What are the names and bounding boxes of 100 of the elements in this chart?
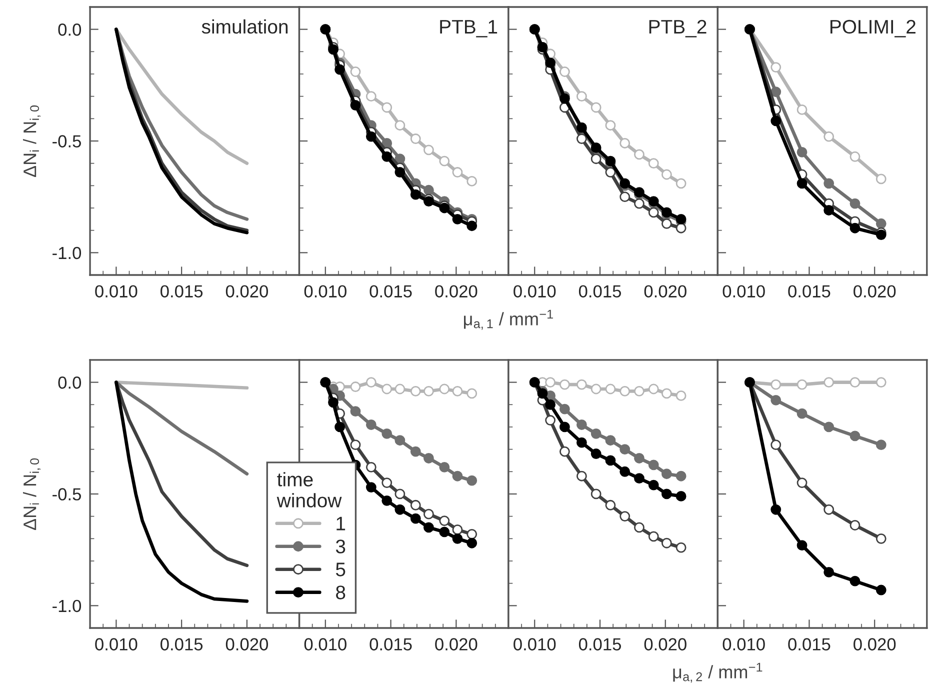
point [576,420,587,430]
point [350,406,361,417]
point [590,384,602,394]
point [382,495,392,506]
y-tick-label: -0.5 [52,135,81,148]
point [410,446,421,457]
point [559,66,570,77]
point [850,430,860,442]
point [770,394,782,406]
point [366,91,376,102]
point [439,516,450,526]
point [394,488,406,500]
point [334,422,345,432]
point [466,475,478,486]
point [466,528,478,540]
x-tick-label: 0.015 [788,638,830,650]
point [876,440,886,450]
x-tick-label: 0.020 [854,285,896,298]
x-tick-label: 0.020 [854,638,896,650]
point [824,131,834,142]
point [648,207,659,218]
legend-title: time window [276,472,342,508]
x-tick-label: 0.010 [304,638,346,650]
line-series [114,380,249,603]
point [410,513,421,524]
point [423,386,434,396]
point [382,384,392,394]
x-tick-label: 0.015 [160,285,203,298]
x-tick-label: 0.010 [95,638,138,650]
point [423,453,434,464]
point [620,386,630,396]
point [796,478,808,488]
x-tick-label: 0.015 [370,285,412,298]
point [537,388,548,399]
point [452,524,463,535]
x-axis-title: μ$_{a,1}$ / mm$^{−1}$ [464,310,553,330]
point [466,388,478,399]
point [796,178,808,189]
y-tick-label: -1.0 [52,246,82,260]
x-axis-title: μ$_{a,2}$ / mm$^{−1}$ [673,662,762,683]
point [850,151,860,162]
point [796,408,808,419]
point [876,377,886,388]
point [545,415,556,426]
point [876,584,886,596]
point [452,470,463,482]
point [770,379,782,390]
point [452,214,463,224]
point [824,377,834,388]
point [634,453,644,464]
point [676,222,686,234]
x-tick-label: 0.010 [722,638,765,650]
point [576,134,587,144]
x-tick-label: 0.020 [226,285,268,298]
point [382,478,392,488]
point [423,522,434,533]
point [605,500,616,510]
x-tick-label: 0.020 [435,285,478,298]
point [876,533,886,544]
point [545,399,556,410]
point [394,504,406,515]
point [824,504,834,515]
point [559,422,570,432]
point [850,377,860,388]
x-tick-label: 0.020 [644,638,686,650]
x-tick-label: 0.015 [370,638,412,650]
point [590,142,602,153]
point [366,377,376,388]
point [850,198,860,209]
point [410,500,421,510]
point [382,428,392,439]
y-axis-title: ΔN$_{i}$ / N$_{i,0}$ [22,458,41,530]
y-tick-label: 0.0 [58,376,82,389]
point [876,174,886,184]
x-tick-label: 0.015 [578,285,621,298]
point [366,420,376,430]
point [676,390,686,401]
point [796,540,808,551]
legend-label: 5 [336,562,346,576]
point [439,202,450,214]
point [661,169,672,180]
text: PTB_1 [440,20,498,38]
point [350,100,361,110]
point [850,520,860,530]
point [676,470,686,482]
point [676,542,686,553]
point [676,491,686,502]
point [605,167,616,178]
point [648,158,659,169]
point [620,466,630,477]
point [439,526,450,538]
point [466,220,478,232]
point [876,218,886,229]
point [676,178,686,189]
y-axis-title: ΔN$_{i}$ / N$_{i,0}$ [22,105,41,178]
point [410,386,421,396]
point [576,379,587,390]
point [770,86,782,98]
point [661,388,672,399]
point [634,386,644,396]
